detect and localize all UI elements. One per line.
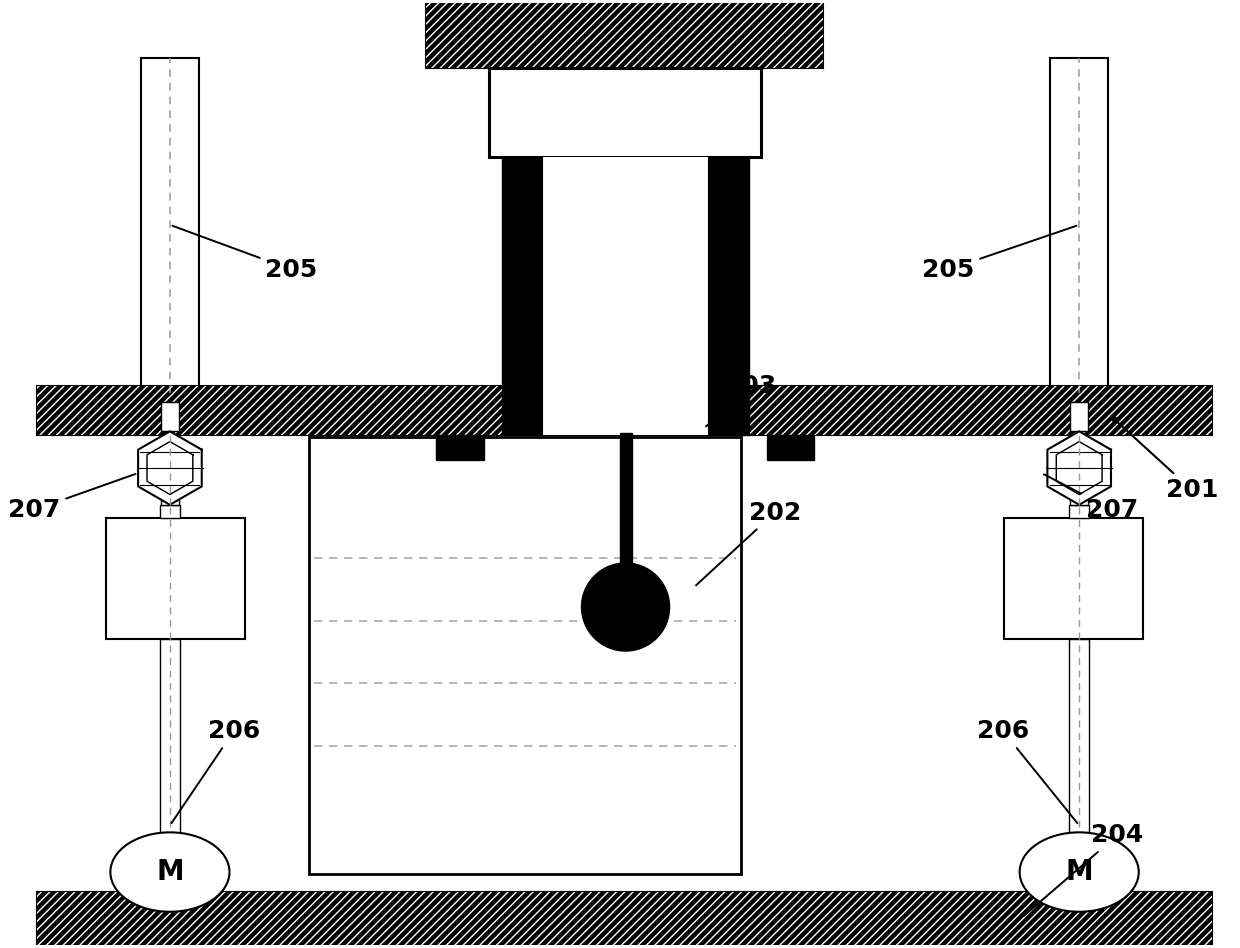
Text: 206: 206	[171, 720, 260, 823]
Bar	[766, 435, 815, 460]
Text: 201: 201	[1112, 417, 1218, 501]
Ellipse shape	[110, 832, 229, 912]
Text: 202: 202	[696, 501, 801, 585]
Bar	[160, 504, 180, 518]
Bar	[1003, 518, 1143, 639]
Text: M: M	[156, 858, 184, 886]
Text: 203: 203	[706, 374, 776, 427]
Text: 207: 207	[9, 474, 135, 521]
Bar	[1070, 468, 1089, 504]
Bar	[107, 518, 246, 639]
Bar	[502, 157, 542, 435]
Bar	[37, 892, 1213, 944]
Ellipse shape	[1019, 832, 1138, 912]
Bar	[161, 402, 179, 431]
Text: 204: 204	[1024, 823, 1143, 916]
Bar	[37, 892, 1213, 944]
Bar	[542, 157, 709, 435]
Bar	[427, 4, 823, 68]
Bar	[161, 468, 179, 504]
Bar	[1069, 504, 1089, 518]
Bar	[620, 433, 631, 567]
Bar	[436, 435, 484, 460]
Text: M: M	[1065, 858, 1092, 886]
Text: 205: 205	[923, 226, 1076, 282]
Text: 205: 205	[172, 226, 317, 282]
Bar	[309, 437, 740, 874]
Circle shape	[582, 563, 670, 650]
Bar	[37, 386, 1213, 435]
Bar	[709, 157, 749, 435]
Bar	[37, 386, 1213, 435]
Bar	[427, 4, 823, 68]
Bar	[1069, 639, 1089, 852]
Text: 206: 206	[977, 720, 1078, 823]
Polygon shape	[138, 431, 202, 504]
Bar	[1050, 58, 1109, 392]
Text: 207: 207	[1044, 474, 1138, 521]
Polygon shape	[1048, 431, 1111, 504]
Bar	[1070, 402, 1089, 431]
Bar	[489, 68, 760, 157]
Bar	[160, 639, 180, 852]
Bar	[141, 58, 198, 392]
